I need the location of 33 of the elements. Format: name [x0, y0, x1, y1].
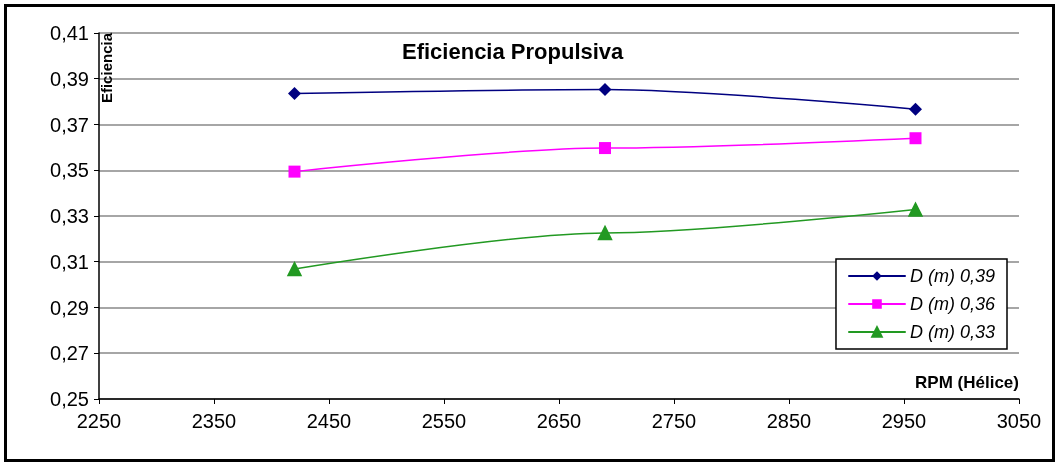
x-tick-label: 2750: [651, 410, 697, 432]
x-tick-label: 3050: [996, 410, 1042, 432]
point: [909, 102, 922, 116]
point: [288, 86, 301, 100]
y-tick-label: 0,25: [50, 388, 89, 410]
x-tick-label: 2650: [536, 410, 582, 432]
x-tick-label: 2450: [306, 410, 352, 432]
x-axis-title: RPM (Hélice): [915, 373, 1019, 392]
point: [908, 202, 923, 217]
y-axis-title: Eficiencia: [98, 32, 115, 104]
point: [597, 225, 613, 241]
x-tick-label: 2550: [421, 410, 467, 432]
legend-label: D (m) 0,33: [909, 322, 996, 342]
point: [287, 261, 302, 277]
y-tick-label: 0,37: [50, 113, 89, 136]
y-tick-label: 0,39: [50, 67, 89, 90]
x-tick-label: 2250: [76, 410, 122, 432]
y-tick-label: 0,33: [50, 205, 89, 227]
x-tick-label: 2350: [191, 410, 237, 432]
y-tick-label: 0,29: [50, 296, 89, 319]
point: [909, 132, 922, 145]
legend-label: D (m) 0,36: [909, 294, 996, 314]
y-tick-label: 0,35: [50, 159, 89, 182]
point: [288, 165, 301, 178]
x-tick-label: 2850: [766, 410, 812, 432]
chart-title: Eficiencia Propulsiva: [402, 38, 625, 64]
point: [598, 83, 612, 96]
y-tick-label: 0,41: [50, 22, 89, 44]
legend-label: D (m) 0,39: [909, 266, 996, 286]
point: [599, 142, 611, 155]
y-tick-label: 0,31: [50, 250, 89, 273]
y-tick-label: 0,27: [50, 342, 89, 365]
x-tick-label: 2950: [881, 410, 927, 432]
